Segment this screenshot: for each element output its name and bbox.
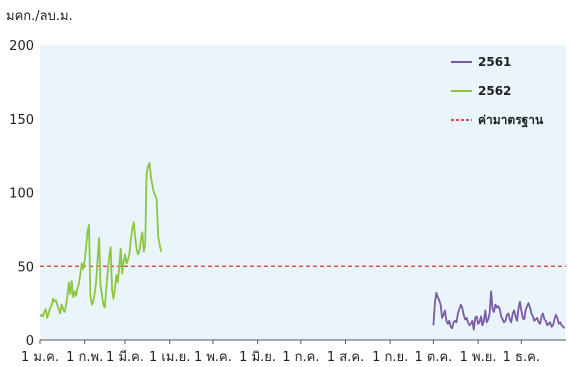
x-tick-label: 1 ต.ค. <box>415 350 453 365</box>
x-tick-label: 1 ม.ค. <box>21 350 59 365</box>
series-group <box>39 162 566 331</box>
y-tick-label: 100 <box>9 187 34 202</box>
y-axis-label: มคก./ลบ.ม. <box>6 9 73 24</box>
legend-label: ค่ามาตรฐาน <box>478 113 544 128</box>
x-tick-label: 1 มิ.ย. <box>239 350 276 365</box>
x-tick-label: 1 พ.ค. <box>194 350 232 365</box>
y-ticks: 0 50 100 150 200 <box>9 39 34 349</box>
y-tick-label: 150 <box>9 113 34 128</box>
series-line-2561 <box>432 290 566 331</box>
x-tick-label: 1 มี.ค. <box>106 349 144 365</box>
x-tick-label: 1 ก.พ. <box>66 350 103 365</box>
x-tick-label: 1 ส.ค. <box>327 350 364 365</box>
x-tick-label: 1 ก.ย. <box>372 350 408 365</box>
x-ticks: 1 ม.ค. 1 ก.พ. 1 มี.ค. 1 เม.ย. 1 พ.ค. 1 มิ.ย. 1… <box>21 340 540 365</box>
x-tick-label: 1 ธ.ค. <box>503 350 540 365</box>
y-tick-label: 50 <box>17 260 34 275</box>
series-line-2562 <box>39 162 162 319</box>
legend-label: 2562 <box>478 84 511 98</box>
x-tick-label: 1 ก.ค. <box>282 350 319 365</box>
legend-label: 2561 <box>478 55 511 69</box>
y-tick-label: 200 <box>9 39 34 54</box>
plot-area <box>40 45 566 340</box>
y-tick-label: 0 <box>26 334 34 349</box>
legend: 2561 2562 ค่ามาตรฐาน <box>451 55 544 128</box>
x-tick-label: 1 เม.ย. <box>149 350 190 365</box>
x-tick-label: 1 พ.ย. <box>460 350 497 365</box>
